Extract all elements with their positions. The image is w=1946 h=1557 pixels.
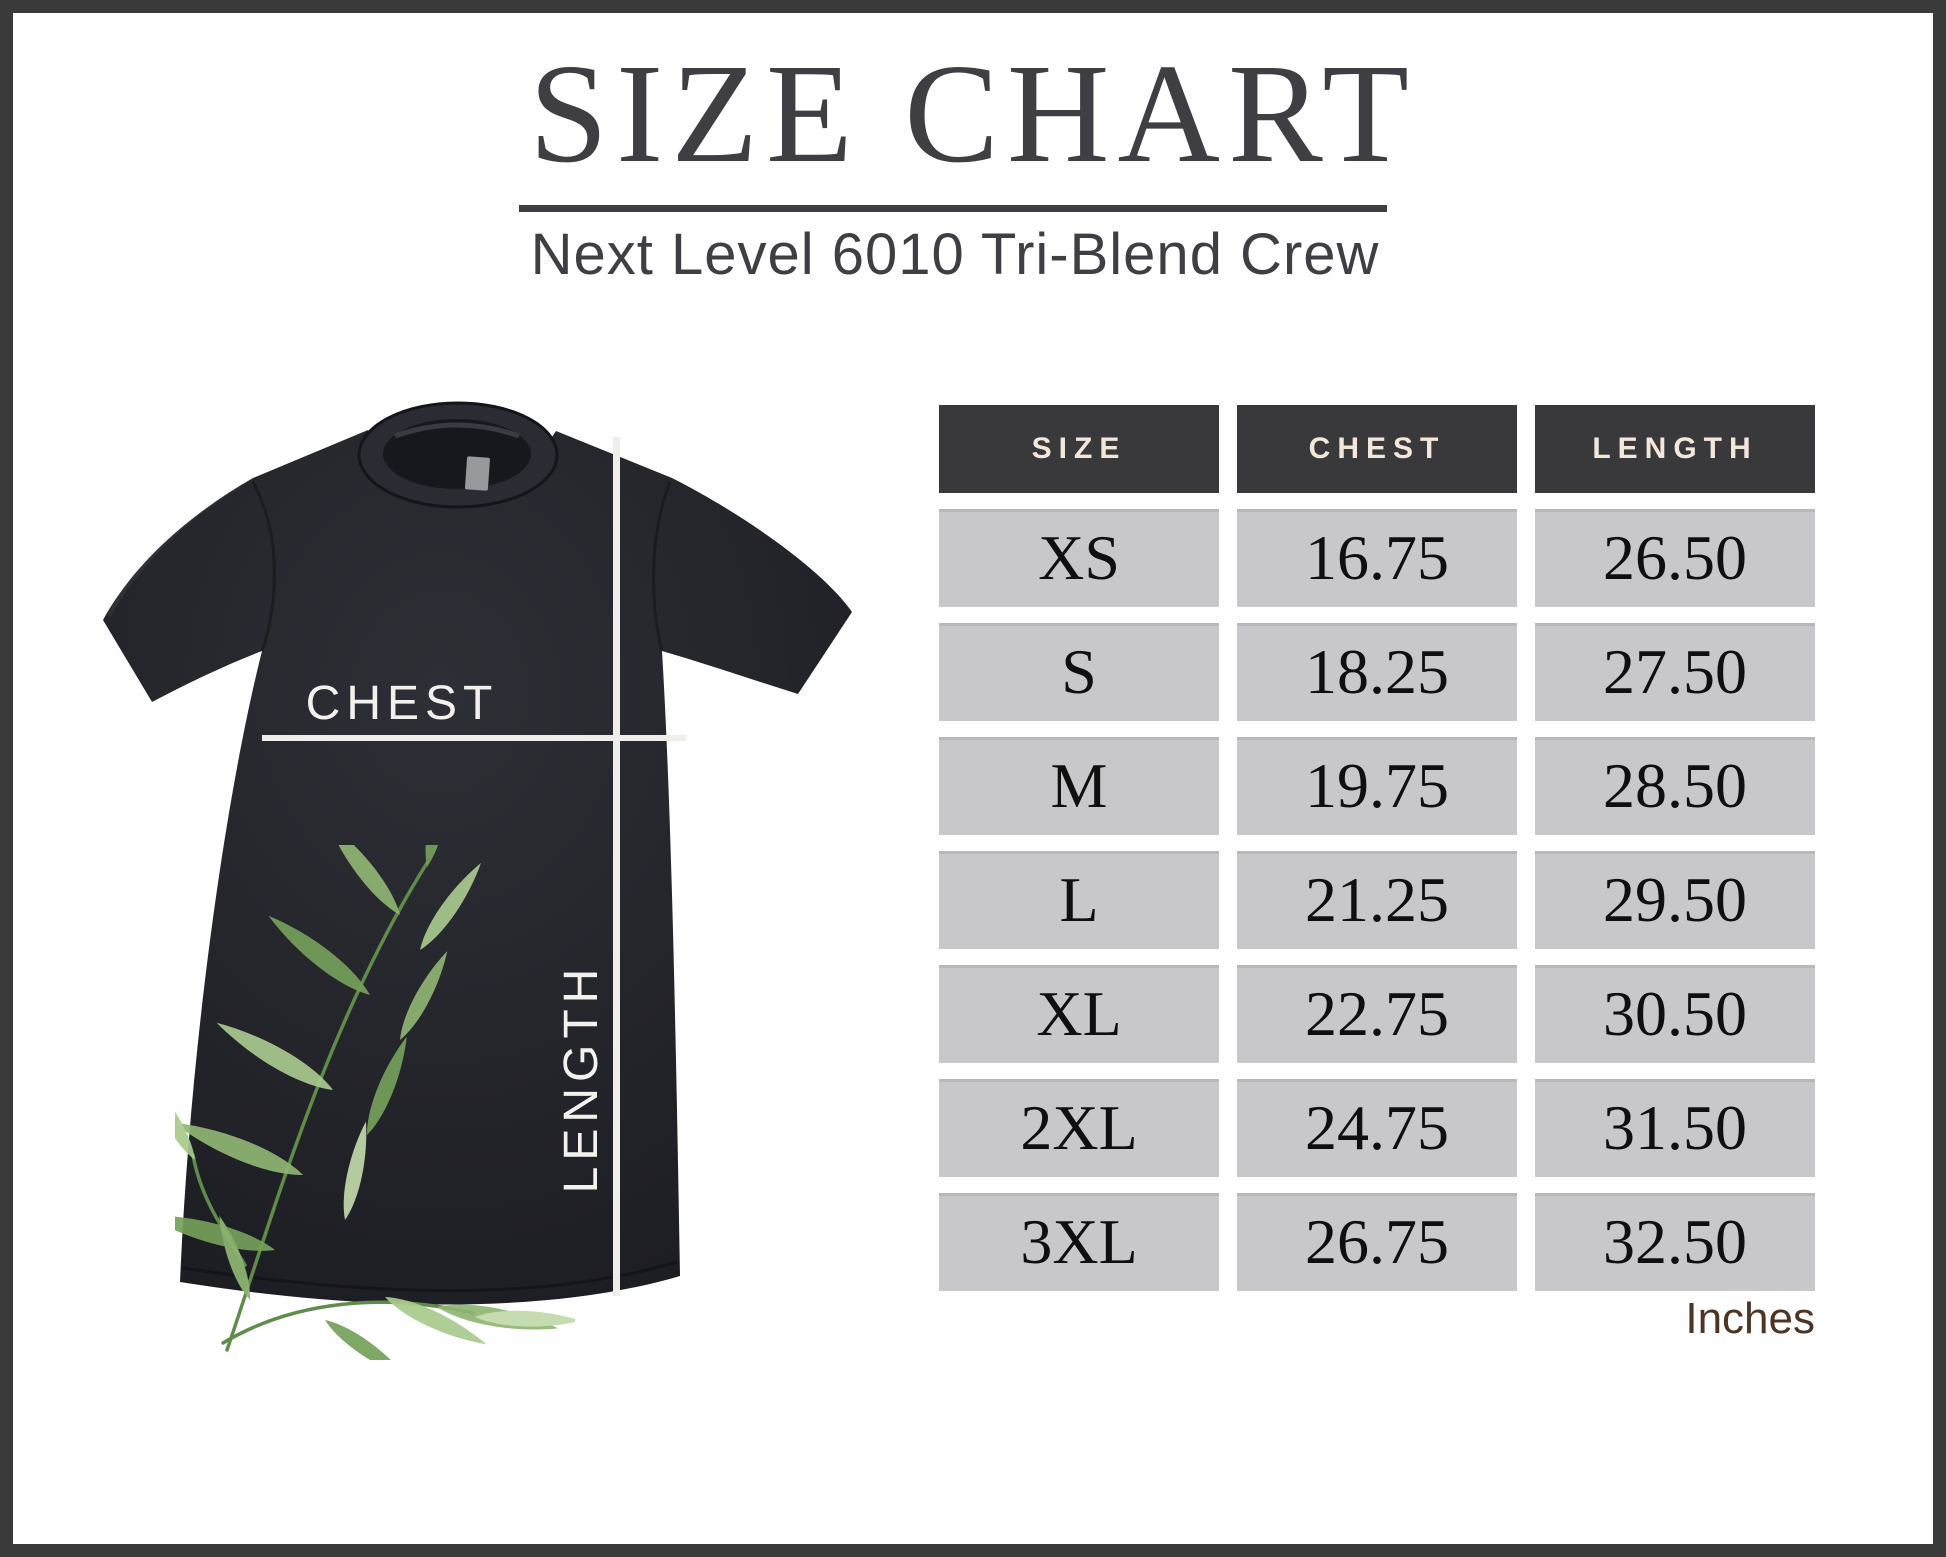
- measurement-cell: 18.25: [1237, 623, 1517, 721]
- measurement-cell: 22.75: [1237, 965, 1517, 1063]
- title-underline: [519, 205, 1387, 212]
- units-label: Inches: [1685, 1294, 1815, 1343]
- size-cell: S: [939, 623, 1219, 721]
- chest-label: CHEST: [305, 677, 499, 730]
- column-header-chest: CHEST: [1237, 405, 1517, 493]
- measurement-cell: 26.75: [1237, 1193, 1517, 1291]
- size-table: SIZE CHEST LENGTH XS 16.75 26.50 S 18.25 27.50 M 1…: [939, 405, 1815, 1291]
- collar-opening: [383, 419, 531, 489]
- page-title: SIZE CHART: [529, 34, 1417, 192]
- measurement-cell: 21.25: [1237, 851, 1517, 949]
- neck-label: [464, 456, 490, 491]
- measurement-cell: 28.50: [1535, 737, 1815, 835]
- size-cell: 2XL: [939, 1079, 1219, 1177]
- measurement-cell: 26.50: [1535, 509, 1815, 607]
- measurement-cell: 27.50: [1535, 623, 1815, 721]
- page-subtitle: Next Level 6010 Tri-Blend Crew: [530, 222, 1380, 287]
- measurement-cell: 32.50: [1535, 1193, 1815, 1291]
- column-header-length: LENGTH: [1535, 405, 1815, 493]
- measurement-cell: 24.75: [1237, 1079, 1517, 1177]
- chest-measure-line: [262, 735, 686, 741]
- measurement-cell: 19.75: [1237, 737, 1517, 835]
- column-header-size: SIZE: [939, 405, 1219, 493]
- measurement-cell: 29.50: [1535, 851, 1815, 949]
- measurement-cell: 16.75: [1237, 509, 1517, 607]
- size-cell: XS: [939, 509, 1219, 607]
- size-cell: M: [939, 737, 1219, 835]
- size-cell: XL: [939, 965, 1219, 1063]
- measurement-cell: 30.50: [1535, 965, 1815, 1063]
- size-cell: L: [939, 851, 1219, 949]
- size-cell: 3XL: [939, 1193, 1219, 1291]
- measurement-cell: 31.50: [1535, 1079, 1815, 1177]
- greenery-decoration: [175, 845, 575, 1360]
- length-label: LENGTH: [554, 962, 608, 1194]
- length-measure-line: [613, 437, 620, 1296]
